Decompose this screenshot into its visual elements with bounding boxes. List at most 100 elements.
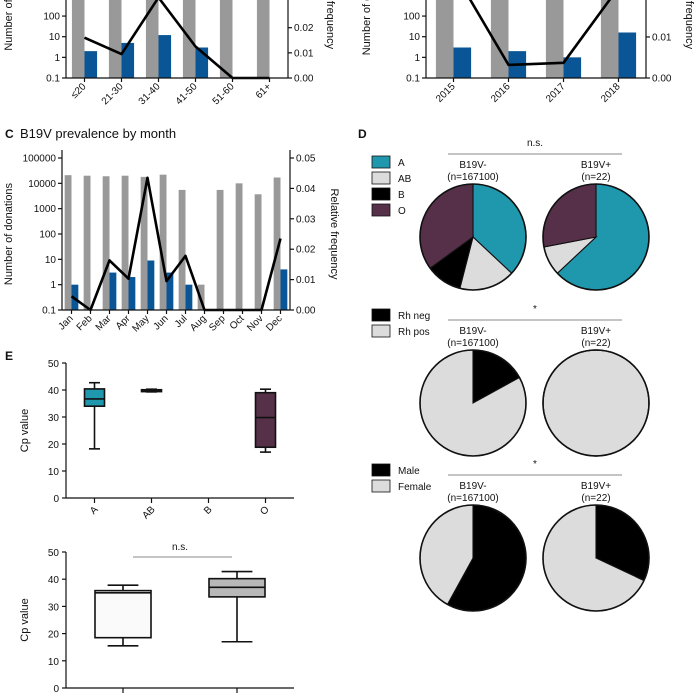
x-tick-label: Nov <box>245 313 265 333</box>
pie-n-label: (n=167100) <box>447 338 498 349</box>
x-tick-label: Sep <box>207 313 228 334</box>
y2-tick-label: 0.05 <box>296 154 316 165</box>
bar-positives <box>280 269 288 310</box>
y2-axis-label: frequency <box>324 1 336 50</box>
pie-group-label: B19V+ <box>581 326 611 337</box>
bar-donations <box>235 183 243 310</box>
pie-n-label: (n=22) <box>581 338 610 349</box>
y2-tick-label: 0.02 <box>296 245 316 256</box>
bar-positives <box>166 272 174 310</box>
y2-axis-label: Relative frequency <box>328 188 340 280</box>
bar-donations <box>71 0 85 78</box>
bar-donations <box>545 0 564 78</box>
x-tick-label: 31-40 <box>137 81 163 107</box>
y-tick-label: 0 <box>53 494 59 505</box>
y-tick-label: 40 <box>48 386 60 397</box>
x-tick-label: 2015 <box>434 81 458 105</box>
bar-positives <box>158 35 172 78</box>
bar-donations <box>145 0 159 78</box>
x-tick-label: Aug <box>188 313 208 333</box>
y-tick-label: 1000 <box>34 204 57 215</box>
line-relative-frequency <box>468 0 612 67</box>
legend-swatch <box>371 171 391 185</box>
pie-group-label: B19V- <box>459 160 486 171</box>
y2-tick-label: 0.01 <box>294 48 314 59</box>
y-tick-label: 40 <box>48 575 60 586</box>
y-tick-label: 10 <box>48 657 60 668</box>
bar-donations <box>600 0 619 78</box>
pie-group-label: B19V- <box>459 326 486 337</box>
pie-n-label: (n=22) <box>581 172 610 183</box>
y-tick-label: 10 <box>49 32 61 43</box>
y-tick-label: 0.1 <box>46 74 60 85</box>
x-tick-label: Jan <box>56 313 75 332</box>
x-tick-label: 61+ <box>254 81 274 101</box>
y-tick-label: 0.1 <box>406 74 420 85</box>
legend-label: Rh pos <box>398 327 430 338</box>
pie-n-label: (n=167100) <box>447 172 498 183</box>
y2-tick-label: 0.01 <box>296 275 316 286</box>
y2-tick-label: 0.02 <box>294 23 314 34</box>
x-tick-label: O <box>258 504 271 517</box>
pie-n-label: (n=167100) <box>447 493 498 504</box>
box-body <box>254 391 277 449</box>
bar-donations <box>121 175 129 310</box>
bar-positives <box>84 51 98 78</box>
pie-outline <box>542 504 650 612</box>
pie-outline <box>542 183 650 291</box>
bar-positives <box>121 42 135 78</box>
y2-tick-label: 0.03 <box>296 214 316 225</box>
x-tick-label: 2018 <box>599 81 623 105</box>
y2-tick-label: 0.00 <box>296 306 316 317</box>
y-tick-label: 100 <box>403 12 420 23</box>
legend-swatch <box>371 203 391 217</box>
bar-donations <box>159 174 167 310</box>
bar-positives <box>128 277 136 310</box>
x-tick-label: Oct <box>228 313 247 332</box>
significance-label: n.s. <box>527 138 543 149</box>
bar-donations <box>83 175 91 310</box>
y-tick-label: 10 <box>48 467 60 478</box>
y2-tick-label: 0.00 <box>652 74 672 85</box>
panel-label: D <box>358 127 367 141</box>
y2-tick-label: 0.00 <box>294 74 314 85</box>
legend-label: Rh neg <box>398 311 430 322</box>
y-axis-label: Number of d <box>361 0 373 55</box>
x-tick-label: 2017 <box>544 81 568 105</box>
panel-label: C <box>5 127 14 141</box>
legend-label: B <box>398 190 405 201</box>
bar-positives <box>185 284 193 310</box>
y-tick-label: 1 <box>54 53 60 64</box>
y-tick-label: 10 <box>409 32 421 43</box>
legend-label: Male <box>398 466 420 477</box>
x-tick-label: 51-60 <box>211 81 237 107</box>
x-tick-label: Jul <box>173 313 190 330</box>
bar-positives <box>618 32 637 78</box>
y-tick-label: 20 <box>48 440 60 451</box>
pie-group-label: B19V- <box>459 481 486 492</box>
pie-outline <box>542 349 650 457</box>
y-tick-label: 100 <box>43 12 60 23</box>
bar-donations <box>102 176 110 310</box>
pie-outline <box>419 183 527 291</box>
x-tick-label: Jun <box>151 313 170 332</box>
chart-e-second-box: 0 10 20 30 40 50 Cp value n.s. <box>19 542 294 695</box>
pie-n-label: (n=22) <box>581 493 610 504</box>
bar-donations <box>216 189 224 310</box>
legend-swatch <box>371 463 391 477</box>
y-tick-label: 10000 <box>28 179 56 190</box>
significance-label: * <box>533 304 537 315</box>
y-tick-label: 20 <box>48 630 60 641</box>
legend-label: O <box>398 206 406 217</box>
legend-swatch <box>371 308 391 322</box>
y-tick-label: 1 <box>50 280 56 291</box>
legend-swatch <box>371 187 391 201</box>
bar-donations <box>435 0 454 78</box>
x-tick-label: May <box>130 313 151 334</box>
chart-title: B19V prevalence by month <box>20 126 176 141</box>
y-axis-label: Cp value <box>19 409 31 452</box>
y-axis-label: Cp value <box>19 598 31 641</box>
x-tick-label: Dec <box>264 313 284 333</box>
